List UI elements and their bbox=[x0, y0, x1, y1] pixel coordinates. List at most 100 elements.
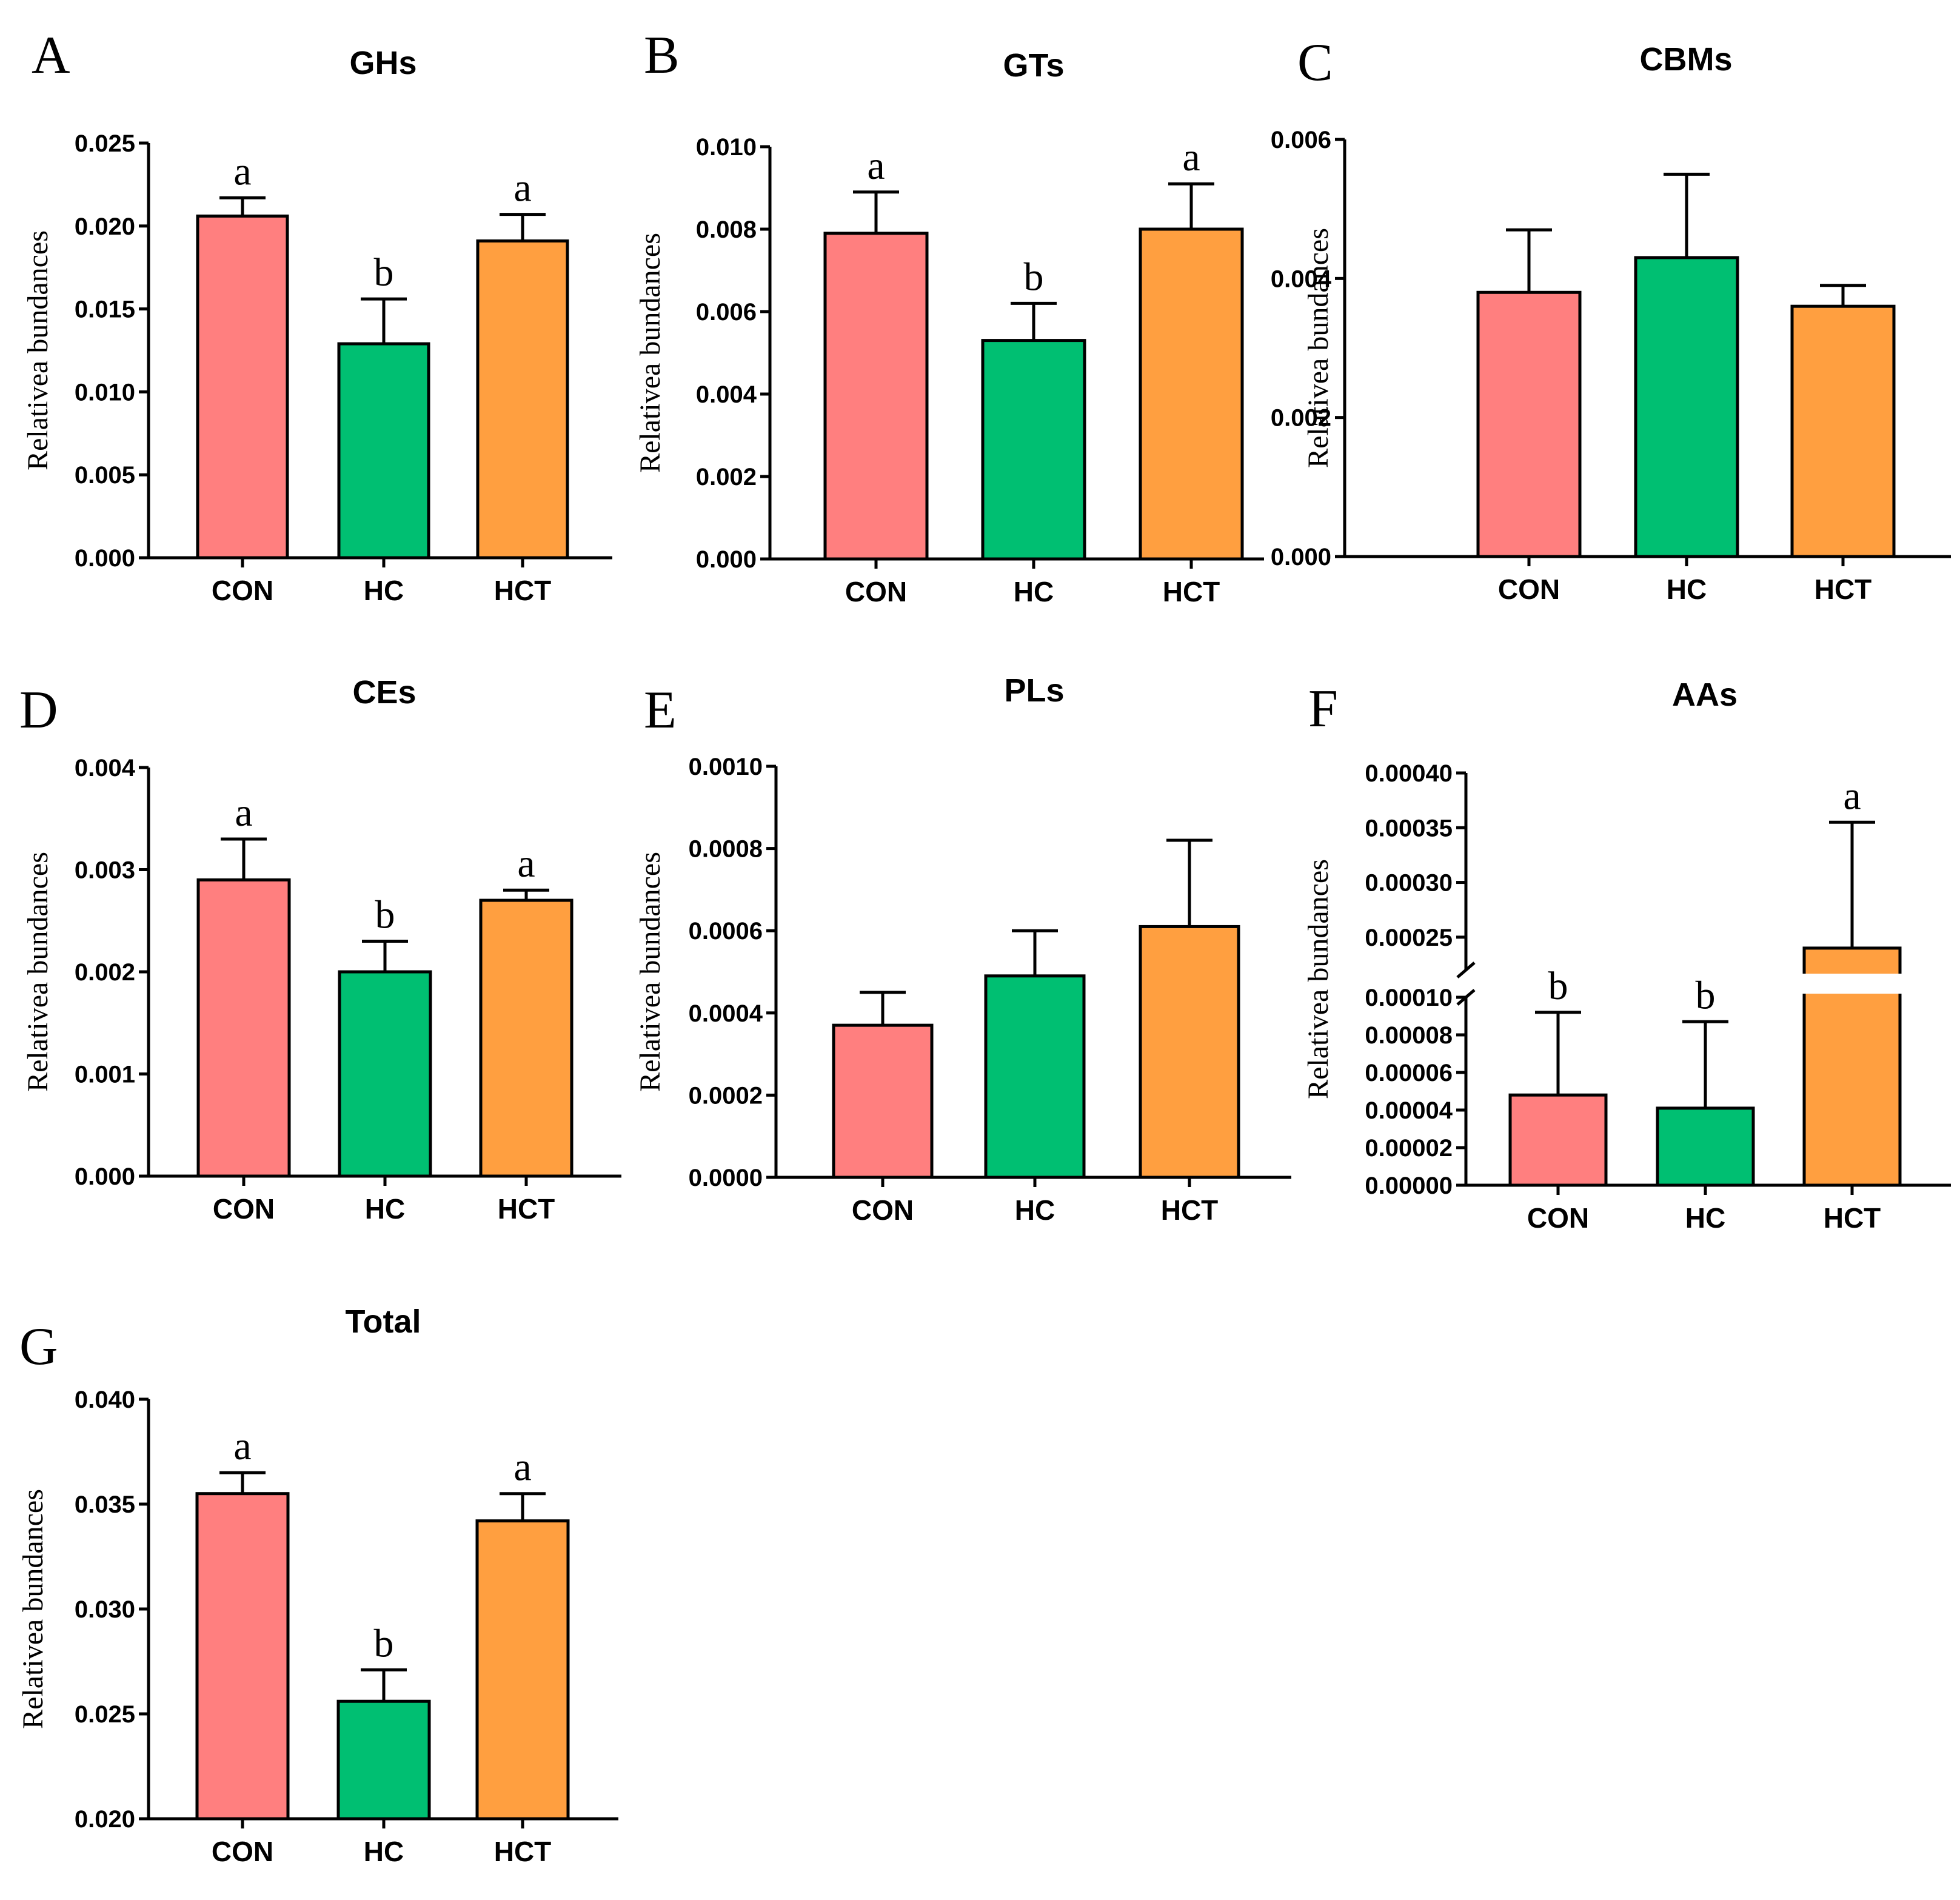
x-tick-label: HC bbox=[1015, 1194, 1055, 1226]
bar-hc bbox=[984, 974, 1086, 1179]
y-tick-label: 0.002 bbox=[75, 959, 135, 986]
y-axis-label: Relativea bundances bbox=[1302, 859, 1334, 1099]
y-tick-label: 0.0004 bbox=[689, 1000, 763, 1027]
significance-letter: a bbox=[867, 144, 885, 188]
panel-G: G Total 0.020 0.025 0.030 0.035 0.040 Relativea… bbox=[17, 1303, 618, 1867]
y-tick-label: 0.001 bbox=[75, 1062, 135, 1088]
y-tick-label: 0.00010 bbox=[1365, 985, 1453, 1011]
y-tick-label: 0.002 bbox=[696, 464, 757, 490]
x-tick-label: HC bbox=[1014, 576, 1054, 607]
bar-hc bbox=[981, 339, 1086, 561]
y-tick-label: 0.005 bbox=[75, 462, 135, 489]
y-tick-label: 0.0002 bbox=[689, 1082, 763, 1109]
x-tick-label: HCT bbox=[494, 575, 552, 606]
y-axis-label: Relativea bundances bbox=[22, 852, 54, 1092]
x-tick-label: HCT bbox=[1815, 574, 1872, 605]
y-tick-label: 0.025 bbox=[75, 130, 135, 157]
y-tick-label: 0.006 bbox=[696, 299, 757, 326]
significance-letter: a bbox=[1182, 135, 1200, 179]
bar-hc bbox=[336, 1699, 431, 1821]
panel-letter: C bbox=[1297, 33, 1333, 92]
y-tick-label: 0.000 bbox=[75, 545, 135, 572]
bar-hc bbox=[338, 970, 432, 1178]
panel-D: D CEs 0.000 0.001 0.002 0.003 0.004 Relativea b… bbox=[19, 674, 621, 1225]
y-tick-label: 0.00008 bbox=[1365, 1022, 1453, 1049]
panel-letter: F bbox=[1308, 680, 1338, 738]
x-tick-label: HC bbox=[364, 1836, 404, 1867]
bar-hct bbox=[1139, 925, 1240, 1179]
significance-letter: b bbox=[1548, 964, 1568, 1008]
y-tick-label: 0.008 bbox=[696, 216, 757, 243]
y-tick-label: 0.00004 bbox=[1365, 1097, 1453, 1124]
x-tick-label: HCT bbox=[1824, 1202, 1881, 1234]
y-tick-label: 0.015 bbox=[75, 296, 135, 323]
y-tick-label: 0.000 bbox=[696, 546, 757, 573]
y-tick-label: 0.004 bbox=[696, 381, 757, 408]
x-tick-label: HCT bbox=[494, 1836, 552, 1867]
bar-hc bbox=[337, 342, 430, 560]
x-tick-label: HC bbox=[365, 1193, 405, 1225]
y-tick-label: 0.004 bbox=[75, 755, 136, 781]
panel-letter: D bbox=[19, 681, 58, 740]
panel-E: E PLs 0.0000 0.0002 0.0004 0.0006 0.0008 0.0010… bbox=[634, 672, 1291, 1226]
y-tick-label: 0.020 bbox=[75, 213, 135, 240]
panel-letter: B bbox=[644, 26, 680, 85]
bar-con bbox=[196, 878, 291, 1178]
y-tick-label: 0.00025 bbox=[1365, 925, 1453, 951]
y-tick-label: 0.020 bbox=[75, 1806, 135, 1833]
x-tick-label: CON bbox=[212, 1836, 273, 1867]
y-tick-label: 0.000 bbox=[75, 1163, 135, 1190]
bar-con bbox=[832, 1023, 934, 1179]
y-tick-label: 0.003 bbox=[75, 857, 135, 884]
x-tick-label: CON bbox=[1498, 574, 1560, 605]
y-tick-label: 0.004 bbox=[1271, 266, 1332, 292]
x-tick-label: HCT bbox=[1161, 1194, 1219, 1226]
panel-title: GTs bbox=[1003, 47, 1064, 84]
y-tick-label: 0.035 bbox=[75, 1491, 135, 1518]
x-tick-label: HC bbox=[1685, 1202, 1725, 1234]
significance-letter: a bbox=[1843, 774, 1861, 818]
y-axis-label: Relativea bundances bbox=[22, 230, 54, 470]
panel-title: AAs bbox=[1672, 677, 1738, 713]
y-tick-label: 0.0006 bbox=[689, 918, 763, 945]
y-tick-label: 0.0010 bbox=[689, 754, 763, 780]
significance-letter: b bbox=[374, 250, 394, 295]
y-tick-label: 0.000 bbox=[1271, 544, 1331, 570]
y-tick-label: 0.010 bbox=[696, 134, 757, 161]
y-tick-label: 0.010 bbox=[75, 379, 135, 406]
y-axis-label: Relativea bundances bbox=[1302, 228, 1334, 468]
bar-con bbox=[196, 214, 289, 560]
y-axis-label: Relativea bundances bbox=[634, 233, 666, 473]
bar-hct bbox=[479, 898, 574, 1178]
bar-hct bbox=[1139, 227, 1244, 561]
y-tick-label: 0.040 bbox=[75, 1387, 135, 1413]
significance-letter: a bbox=[235, 791, 252, 835]
y-tick-label: 0.00000 bbox=[1365, 1172, 1453, 1199]
y-tick-label: 0.00040 bbox=[1365, 760, 1453, 787]
bar-con bbox=[1476, 290, 1582, 558]
panel-letter: A bbox=[32, 26, 70, 85]
significance-letter: a bbox=[233, 149, 251, 193]
y-tick-label: 0.00006 bbox=[1365, 1060, 1453, 1086]
bar-con bbox=[823, 232, 929, 561]
significance-letter: b bbox=[1696, 973, 1716, 1017]
axis-break-mark bbox=[1456, 962, 1476, 978]
panel-B: B GTs 0.000 0.002 0.004 0.006 0.008 0.010 Relati… bbox=[634, 26, 1264, 607]
significance-letter: a bbox=[513, 166, 531, 210]
significance-letter: b bbox=[1024, 255, 1044, 299]
bar-hct bbox=[1790, 304, 1896, 558]
y-tick-label: 0.0000 bbox=[689, 1165, 763, 1191]
significance-letter: a bbox=[517, 841, 535, 886]
bar-hc bbox=[1656, 1106, 1755, 1187]
y-tick-label: 0.00035 bbox=[1365, 815, 1453, 841]
y-axis-label: Relativea bundances bbox=[17, 1489, 49, 1729]
panel-title: CBMs bbox=[1639, 41, 1732, 78]
panel-title: CEs bbox=[352, 674, 416, 711]
panel-title: PLs bbox=[1004, 672, 1064, 709]
y-tick-label: 0.002 bbox=[1271, 405, 1331, 432]
x-tick-label: CON bbox=[845, 576, 907, 607]
panel-title: GHs bbox=[349, 45, 416, 81]
panel-C: C CBMs 0.000 0.002 0.004 0.006 Relativea bunda… bbox=[1271, 33, 1951, 605]
panel-letter: E bbox=[644, 681, 677, 740]
